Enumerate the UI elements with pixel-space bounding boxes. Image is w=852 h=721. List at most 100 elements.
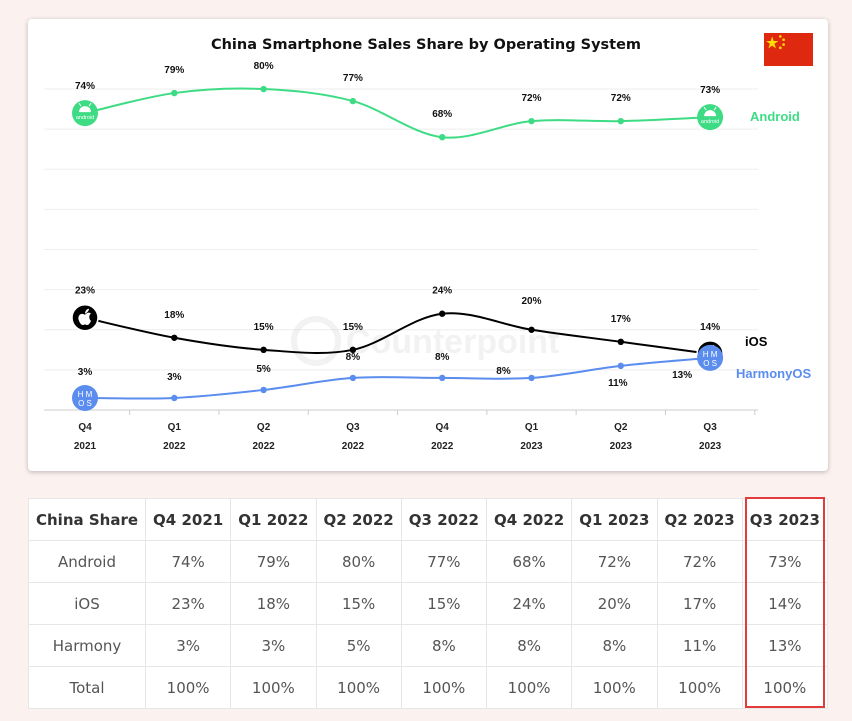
table-header-row: China Share Q4 2021 Q1 2022 Q2 2022 Q3 2022 Q… (28, 498, 829, 541)
table-cell: 20% (571, 582, 658, 625)
data-label-harmonyos: 5% (256, 364, 271, 375)
x-tick-label-quarter: Q4 (78, 422, 92, 433)
table-row-header: Harmony (28, 624, 146, 667)
data-point-android (171, 89, 178, 97)
table-column-header: Q1 2023 (571, 498, 658, 541)
table-cell: 100% (741, 666, 829, 709)
table-cell: 73% (741, 540, 829, 583)
x-tick-label-quarter: Q4 (436, 422, 450, 433)
data-point-ios (439, 310, 446, 317)
table-column-header: Q1 2022 (230, 498, 317, 541)
hmos-icon-text: H M (703, 350, 718, 359)
china-flag-icon (764, 33, 813, 66)
share-table: China Share Q4 2021 Q1 2022 Q2 2022 Q3 2022 Q… (28, 498, 829, 709)
hmos-icon-text: O S (703, 359, 717, 368)
x-tick-label-quarter: Q2 (257, 422, 271, 433)
data-label-ios: 23% (75, 286, 95, 297)
android-icon-head (79, 106, 91, 113)
data-point-ios (528, 326, 535, 333)
data-label-ios: 20% (521, 296, 541, 307)
data-label-android: 74% (75, 81, 95, 92)
table-cell: 100% (571, 666, 658, 709)
table-cell: 14% (741, 582, 829, 625)
data-point-ios (260, 346, 267, 354)
data-label-harmonyos: 13% (672, 370, 692, 381)
table-row-header: Android (28, 540, 146, 583)
x-tick-label-year: 2022 (431, 441, 454, 452)
table-column-header: Q2 2023 (656, 498, 743, 541)
data-label-android: 73% (700, 85, 720, 96)
x-tick-label-year: 2023 (520, 441, 543, 452)
table-cell: 100% (315, 666, 402, 709)
table-cell: 8% (400, 624, 488, 667)
series-line-harmonyos (84, 356, 711, 400)
table-column-header: Q4 2022 (485, 498, 573, 541)
table-cell: 11% (656, 624, 743, 667)
table-cell: 100% (400, 666, 488, 709)
chart-title: China Smartphone Sales Share by Operatin… (211, 37, 641, 53)
data-point-android (617, 117, 624, 125)
table-cell: 23% (144, 582, 232, 625)
table-cell: 80% (315, 540, 402, 583)
table-column-header: Q4 2021 (144, 498, 232, 541)
android-icon-text: android (76, 115, 94, 121)
table-cell: 15% (315, 582, 402, 625)
android-icon-antenna (78, 102, 82, 107)
data-label-android: 72% (521, 93, 541, 104)
data-labels: 74% 79% 80% 77% 68% 72% 72% 73% 23% 18% 15% 15% 24% 2… (75, 61, 720, 389)
hmos-icon-text: O S (78, 399, 92, 408)
table-column-header: Q3 2022 (400, 498, 488, 541)
data-label-harmonyos: 11% (608, 378, 628, 389)
table-row: iOS 23% 18% 15% 15% 24% 20% 17% 14% (28, 582, 829, 625)
apple-icon-body (78, 312, 91, 325)
data-label-android: 77% (343, 73, 363, 84)
data-label-android: 80% (254, 61, 274, 72)
x-tick-label-quarter: Q3 (346, 422, 360, 433)
data-label-ios: 15% (343, 322, 363, 333)
data-point-android (528, 117, 535, 125)
x-tick-label-year: 2022 (342, 441, 365, 452)
gridlines (44, 88, 758, 371)
android-icon-antenna (703, 106, 707, 111)
data-label-ios: 15% (254, 322, 274, 333)
android-logo-icon: android (697, 104, 724, 131)
table-column-header: Q3 2023 (741, 498, 829, 541)
legend-label-ios: iOS (745, 334, 768, 349)
table-cell: 8% (485, 624, 573, 667)
x-axis: Q4 2021 Q1 2022 Q2 2022 Q3 2022 Q4 2022 Q1 2023 Q2 20… (44, 409, 758, 452)
table-cell: 77% (400, 540, 488, 583)
android-icon-head (704, 110, 717, 117)
table-row-header: iOS (28, 582, 146, 625)
data-label-harmonyos: 3% (167, 372, 182, 383)
table-cell: 74% (144, 540, 232, 583)
table-cell: 17% (656, 582, 743, 625)
hmos-icon-badge (72, 384, 98, 411)
data-label-android: 79% (164, 65, 184, 76)
table-row: Harmony 3% 3% 5% 8% 8% 8% 11% 13% (28, 624, 829, 667)
table-row: Android 74% 79% 80% 77% 68% 72% 72% 73% (28, 540, 829, 583)
table-cell: 3% (144, 624, 232, 667)
data-point-android (349, 97, 357, 105)
table-cell: 100% (485, 666, 573, 709)
table-cell: 18% (230, 582, 317, 625)
data-label-harmonyos: 8% (496, 366, 511, 377)
hmos-logo-icon: H MO S (697, 344, 724, 371)
watermark: Counterpoint (291, 316, 559, 366)
series-line-android (84, 87, 711, 139)
table-cell: 100% (144, 666, 232, 709)
x-tick-label-quarter: Q2 (614, 422, 628, 433)
table-cell: 100% (656, 666, 743, 709)
data-label-ios: 18% (164, 310, 184, 321)
data-point-harmonyos (617, 362, 624, 370)
android-logo-icon: android (72, 100, 98, 127)
data-label-harmonyos: 8% (435, 352, 450, 363)
x-tick-label-year: 2023 (699, 441, 722, 452)
data-point-ios (349, 346, 357, 354)
table-body: Android 74% 79% 80% 77% 68% 72% 72% 73% iOS 23% 18%… (28, 540, 829, 709)
x-tick-label-year: 2022 (163, 441, 186, 452)
table-cell: 79% (230, 540, 317, 583)
data-point-ios (171, 334, 178, 341)
table-cell: 72% (571, 540, 658, 583)
android-icon-antenna (88, 102, 92, 107)
